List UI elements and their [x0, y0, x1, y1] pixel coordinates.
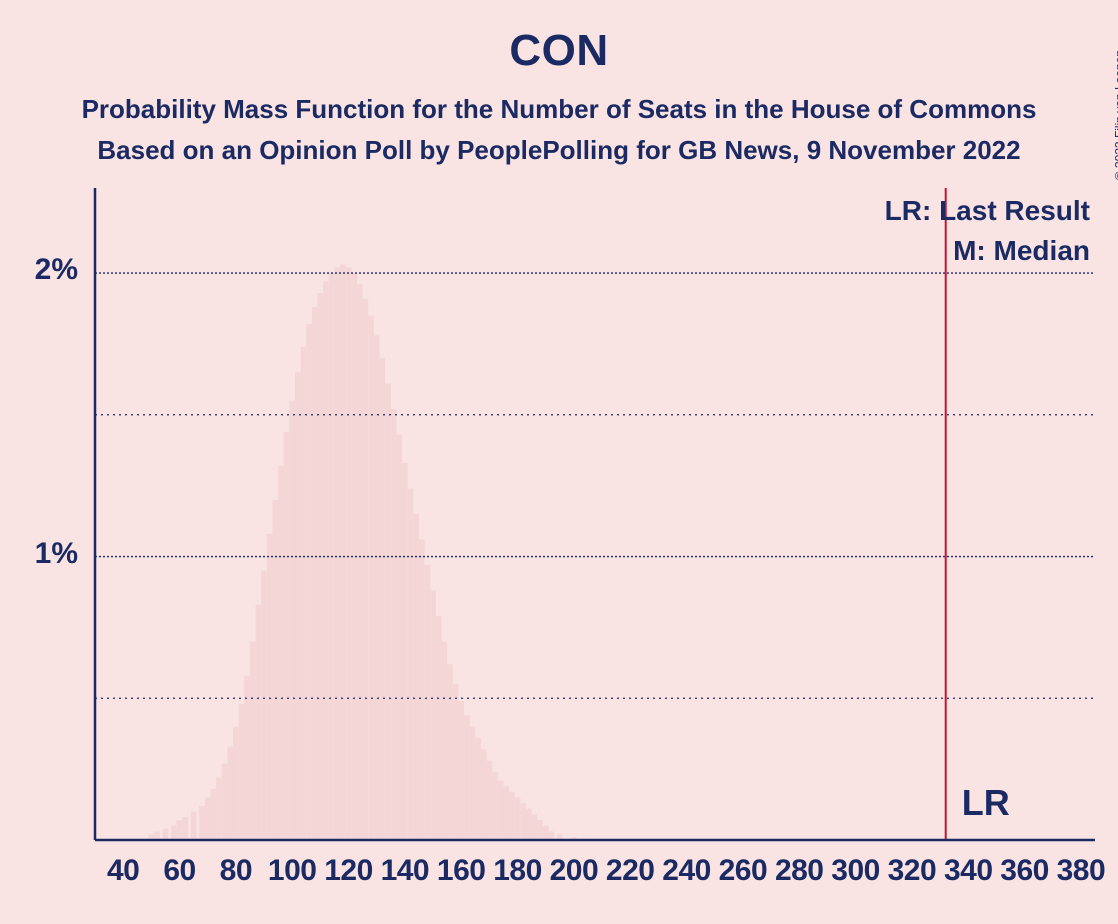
pmf-bar: [340, 265, 346, 840]
x-tick-label: 200: [550, 854, 599, 888]
pmf-bar: [537, 820, 543, 840]
pmf-bar: [498, 780, 504, 840]
x-tick-label: 120: [324, 854, 373, 888]
pmf-bar: [216, 778, 222, 840]
pmf-bar: [163, 829, 169, 840]
pmf-bar: [396, 435, 402, 840]
pmf-bar: [346, 267, 352, 840]
pmf-bar: [447, 664, 453, 840]
pmf-bar: [227, 746, 233, 840]
pmf-bar: [549, 831, 555, 840]
x-tick-label: 40: [107, 854, 139, 888]
pmf-bar: [402, 463, 408, 840]
pmf-bar: [272, 500, 278, 840]
pmf-bar: [374, 335, 380, 840]
pmf-bar: [233, 727, 239, 840]
pmf-bar: [419, 540, 425, 840]
x-tick-label: 380: [1057, 854, 1106, 888]
pmf-bar: [323, 282, 329, 840]
x-tick-label: 100: [268, 854, 317, 888]
pmf-bar: [205, 797, 211, 840]
x-tick-label: 60: [163, 854, 195, 888]
pmf-bar: [312, 307, 318, 840]
pmf-bar: [295, 372, 301, 840]
y-tick-label: 2%: [8, 253, 78, 287]
pmf-bar: [191, 812, 197, 840]
pmf-bar: [526, 809, 532, 840]
y-tick-label: 1%: [8, 537, 78, 571]
x-tick-label: 360: [1000, 854, 1049, 888]
pmf-bar: [391, 409, 397, 840]
title-block: CON Probability Mass Function for the Nu…: [0, 0, 1118, 166]
pmf-bar: [182, 817, 188, 840]
lr-marker-label: LR: [962, 782, 1010, 824]
x-tick-label: 320: [888, 854, 937, 888]
pmf-bar: [154, 831, 160, 840]
pmf-bar: [357, 284, 363, 840]
legend-median: M: Median: [953, 235, 1090, 267]
x-tick-label: 300: [831, 854, 880, 888]
pmf-bar: [425, 565, 431, 840]
pmf-bar: [503, 786, 509, 840]
pmf-bar: [267, 534, 273, 840]
pmf-bar: [368, 316, 374, 840]
x-tick-label: 260: [719, 854, 768, 888]
legend-last-result: LR: Last Result: [885, 195, 1090, 227]
pmf-bar: [481, 749, 487, 840]
pmf-bar: [487, 761, 493, 840]
chart-subtitle-2: Based on an Opinion Poll by PeoplePollin…: [0, 135, 1118, 166]
pmf-bar: [475, 738, 481, 840]
pmf-bar: [509, 792, 515, 840]
x-tick-label: 280: [775, 854, 824, 888]
pmf-bar: [284, 432, 290, 840]
pmf-bar: [256, 605, 262, 840]
pmf-bar: [470, 727, 476, 840]
pmf-bar: [532, 814, 538, 840]
pmf-bar: [318, 293, 324, 840]
pmf-bar: [408, 488, 414, 840]
pmf-bar: [177, 820, 183, 840]
x-tick-label: 160: [437, 854, 486, 888]
chart-title: CON: [0, 26, 1118, 76]
pmf-bar: [380, 358, 386, 840]
pmf-bar: [222, 763, 228, 840]
x-tick-label: 180: [493, 854, 542, 888]
x-tick-label: 240: [662, 854, 711, 888]
pmf-bar: [430, 591, 436, 840]
pmf-bar: [278, 466, 284, 840]
pmf-bar: [199, 806, 205, 840]
pmf-bar: [543, 826, 549, 840]
chart-svg: [0, 180, 1118, 900]
pmf-bar: [453, 684, 459, 840]
x-tick-label: 220: [606, 854, 655, 888]
pmf-bar: [385, 384, 391, 840]
pmf-bar: [289, 401, 295, 840]
pmf-bar: [492, 772, 498, 840]
pmf-bar: [261, 571, 267, 840]
pmf-bar: [210, 789, 216, 840]
pmf-bar: [436, 616, 442, 840]
x-tick-label: 340: [944, 854, 993, 888]
x-tick-label: 140: [381, 854, 430, 888]
pmf-bar: [306, 324, 312, 840]
pmf-bar: [413, 514, 419, 840]
pmf-bar: [520, 803, 526, 840]
pmf-bar: [334, 267, 340, 840]
copyright-label: © 2022 Filip van Laenen: [1112, 50, 1118, 180]
pmf-bar: [458, 701, 464, 840]
pmf-bar: [250, 642, 256, 840]
pmf-bar: [441, 642, 447, 840]
pmf-bar: [363, 299, 369, 840]
x-tick-label: 80: [220, 854, 252, 888]
pmf-bar: [464, 715, 470, 840]
plot-area: 1% 2% 40 60 80 10012014016018020022024026028…: [0, 180, 1118, 900]
pmf-bar: [239, 704, 245, 840]
pmf-bar: [515, 797, 521, 840]
pmf-bar: [171, 826, 177, 840]
chart-subtitle-1: Probability Mass Function for the Number…: [0, 94, 1118, 125]
pmf-bar: [301, 347, 307, 840]
pmf-bar: [244, 676, 250, 840]
